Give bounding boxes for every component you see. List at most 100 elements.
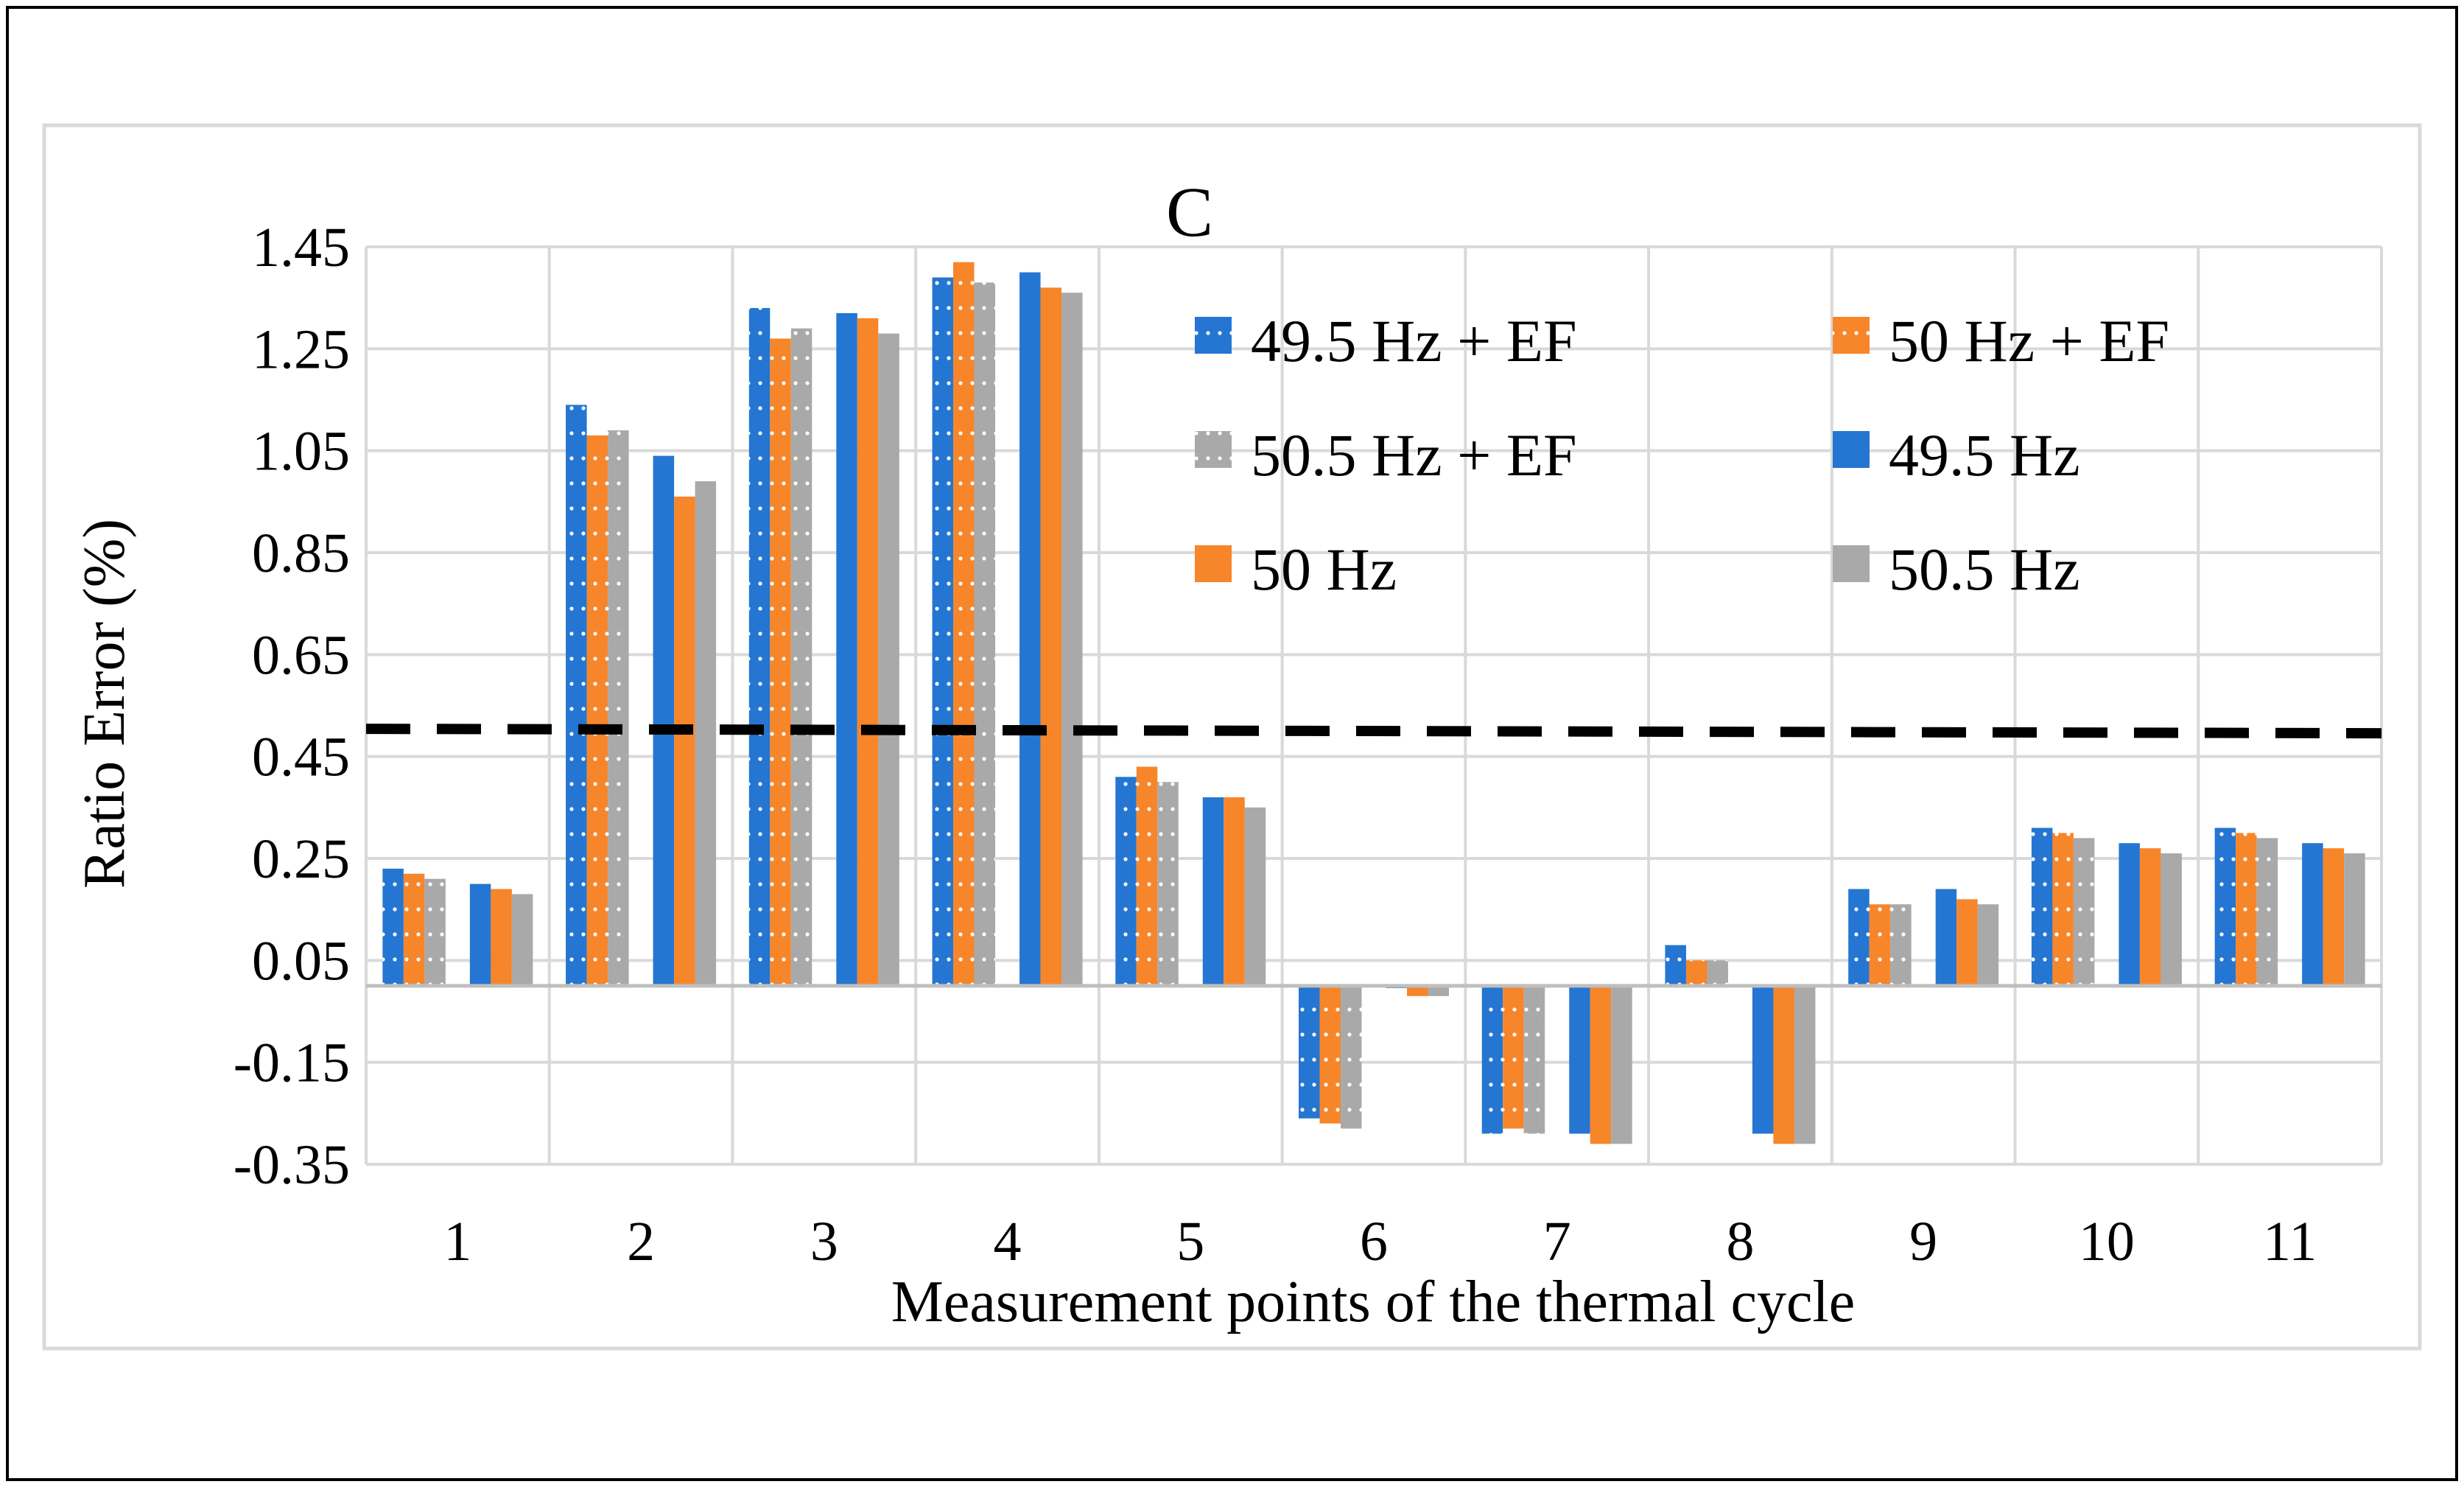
bar xyxy=(1019,272,1041,986)
bar xyxy=(653,455,675,986)
bar-pattern xyxy=(1665,945,1686,986)
bar xyxy=(1569,985,1590,1134)
y-axis-title: Ratio Error (%) xyxy=(72,519,137,889)
bar-pattern xyxy=(1341,985,1362,1129)
bar xyxy=(2344,853,2365,986)
bar xyxy=(1773,985,1794,1144)
bar xyxy=(469,884,491,986)
x-tick-label: 4 xyxy=(994,1211,1022,1273)
legend-label: 49.5 Hz xyxy=(1889,421,2080,489)
x-tick-label: 7 xyxy=(1543,1211,1571,1273)
y-tick-label: 0.05 xyxy=(252,930,350,992)
legend-label: 50.5 Hz + EF xyxy=(1251,421,1577,489)
bar-pattern xyxy=(953,262,975,986)
y-tick-label: 0.25 xyxy=(252,828,350,890)
bar-pattern xyxy=(1523,985,1545,1134)
legend-label: 50 Hz + EF xyxy=(1889,307,2169,374)
bar-pattern xyxy=(1157,782,1179,986)
bar-pattern xyxy=(932,277,954,986)
bar-pattern xyxy=(1848,889,1870,986)
bar-pattern xyxy=(1115,777,1137,986)
bar-pattern xyxy=(2256,838,2278,986)
bar xyxy=(695,481,717,986)
bar xyxy=(1224,797,1245,986)
legend-label: 50 Hz xyxy=(1251,536,1397,603)
bar-pattern xyxy=(1136,766,1158,986)
legend-swatch xyxy=(1195,545,1232,582)
legend-swatch-pattern xyxy=(1195,317,1232,354)
bar-pattern xyxy=(403,873,425,986)
bar-pattern xyxy=(1869,904,1891,986)
y-tick-label: 1.05 xyxy=(252,421,350,483)
bar xyxy=(1202,797,1224,986)
bar xyxy=(2139,848,2161,986)
x-tick-label: 10 xyxy=(2079,1211,2135,1273)
bar-pattern xyxy=(770,338,791,986)
y-tick-label: 1.25 xyxy=(252,318,350,380)
bar-pattern xyxy=(2031,828,2053,986)
bar xyxy=(1244,807,1266,986)
bar-pattern xyxy=(748,308,771,986)
y-tick-label: 0.65 xyxy=(252,624,350,686)
y-tick-label: 0.45 xyxy=(252,727,350,788)
bar-pattern xyxy=(790,328,812,986)
x-tick-label: 5 xyxy=(1176,1211,1204,1273)
bar xyxy=(878,333,899,986)
bar xyxy=(1407,985,1428,996)
bar xyxy=(1061,293,1083,986)
bar xyxy=(1935,889,1957,986)
x-axis-title: Measurement points of the thermal cycle xyxy=(891,1270,1855,1334)
legend-swatch xyxy=(1833,545,1870,582)
bar xyxy=(491,889,512,986)
x-tick-label: 2 xyxy=(627,1211,655,1273)
y-tick-label: 1.45 xyxy=(252,217,350,279)
bar-pattern xyxy=(2073,838,2095,986)
x-tick-label: 6 xyxy=(1360,1211,1388,1273)
bar-pattern xyxy=(1685,960,1707,986)
bar xyxy=(1590,985,1612,1144)
legend: 49.5 Hz + EF 50 Hz + EF 50.5 Hz + EF 49.5 H… xyxy=(1195,307,2169,603)
bar xyxy=(1977,904,1999,986)
bar xyxy=(2161,853,2182,986)
bar-pattern xyxy=(1481,985,1503,1134)
bar xyxy=(1794,985,1816,1144)
legend-label: 49.5 Hz + EF xyxy=(1251,307,1577,374)
bar-pattern xyxy=(1319,985,1341,1124)
bar xyxy=(1611,985,1632,1144)
threshold-line xyxy=(365,724,2382,739)
y-tick-label: -0.15 xyxy=(234,1032,350,1094)
y-tick-label: 0.85 xyxy=(252,522,350,584)
bar-pattern xyxy=(1503,985,1524,1129)
bar xyxy=(2323,848,2345,986)
bar xyxy=(1428,985,1449,996)
x-tick-label: 1 xyxy=(443,1211,471,1273)
x-tick-label: 11 xyxy=(2263,1211,2317,1273)
bar-pattern xyxy=(1890,904,1912,986)
bar-pattern xyxy=(1707,960,1728,986)
x-tick-label: 9 xyxy=(1909,1211,1937,1273)
y-tick-label: -0.35 xyxy=(234,1134,350,1196)
legend-swatch-pattern xyxy=(1195,431,1232,468)
bar-pattern xyxy=(2052,833,2074,986)
x-tick-label: 3 xyxy=(810,1211,838,1273)
bar xyxy=(2119,843,2140,986)
legend-label: 50.5 Hz xyxy=(1889,536,2080,603)
legend-swatch-pattern xyxy=(1833,317,1870,354)
bar xyxy=(1956,899,1978,986)
bar xyxy=(1752,985,1774,1134)
bar xyxy=(2302,843,2323,986)
bar-pattern xyxy=(2236,833,2257,986)
bar xyxy=(511,894,533,986)
bar-pattern xyxy=(1299,985,1320,1119)
bar-pattern xyxy=(2214,828,2236,986)
bar xyxy=(857,318,879,986)
bar-pattern xyxy=(974,282,996,986)
bar xyxy=(674,496,695,986)
bar-pattern xyxy=(382,868,404,986)
bar xyxy=(1040,287,1062,986)
bar-pattern xyxy=(566,405,587,986)
legend-swatch xyxy=(1833,431,1870,468)
y-tick-labels: 1.45 1.25 1.05 0.85 0.65 0.45 0.25 0.05 -0.15 -0.… xyxy=(234,217,350,1196)
x-tick-labels: 1 2 3 4 5 6 7 8 9 10 11 xyxy=(443,1211,2317,1273)
